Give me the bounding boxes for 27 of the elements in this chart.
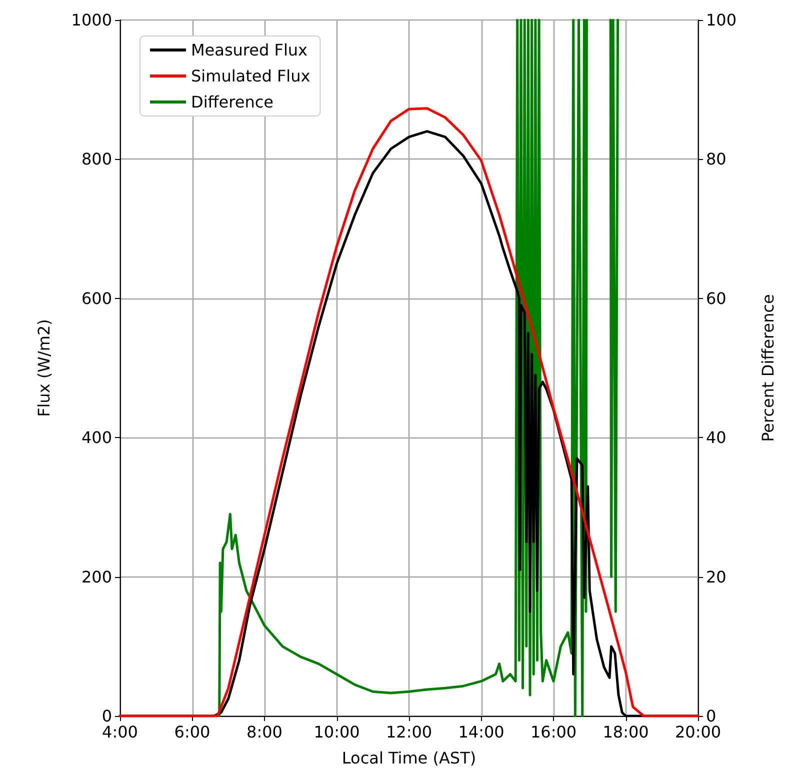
y2-tick-label: 0 xyxy=(706,706,716,726)
y-tick-label: 400 xyxy=(81,428,112,448)
y2-tick-label: 100 xyxy=(706,10,737,30)
x-tick-label: 8:00 xyxy=(246,722,282,742)
y-tick-label: 0 xyxy=(102,706,112,726)
y2-axis-title: Percent Difference xyxy=(758,294,778,442)
x-tick-label: 14:00 xyxy=(458,722,504,742)
y-tick-label: 200 xyxy=(81,567,112,586)
x-tick-label: 16:00 xyxy=(530,722,577,742)
y2-tick-label: 20 xyxy=(706,567,726,586)
x-axis-title: Local Time (AST) xyxy=(342,748,476,768)
x-tick-label: 10:00 xyxy=(314,722,360,742)
legend-label: Measured Flux xyxy=(191,40,308,60)
x-tick-label: 18:00 xyxy=(602,722,649,742)
x-tick-label: 12:00 xyxy=(386,722,432,742)
legend-label: Simulated Flux xyxy=(191,66,310,86)
y-axis-title: Flux (W/m2) xyxy=(34,319,54,417)
x-tick-label: 6:00 xyxy=(174,722,210,742)
y-tick-label: 800 xyxy=(81,150,112,169)
y-tick-label: 600 xyxy=(81,288,112,308)
y2-tick-label: 40 xyxy=(706,428,726,448)
x-tick-label: 20:00 xyxy=(674,722,722,742)
legend-label: Difference xyxy=(191,92,274,112)
y2-tick-label: 60 xyxy=(706,288,726,308)
x-tick-label: 4:00 xyxy=(102,722,138,742)
y-tick-label: 1000 xyxy=(71,10,112,30)
y2-tick-label: 80 xyxy=(706,150,726,169)
